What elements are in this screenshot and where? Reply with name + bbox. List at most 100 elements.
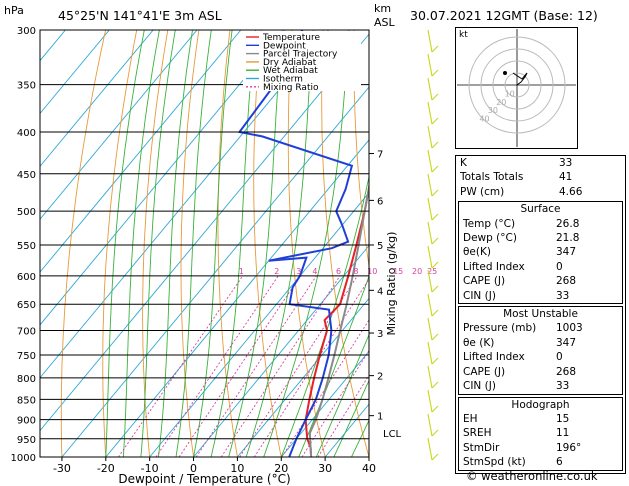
mixing-ratio-line: [195, 275, 317, 457]
wind-barb-flag: [431, 237, 439, 245]
series-dewpoint: [237, 30, 354, 457]
legend-label: Wet Adiabat: [263, 66, 318, 76]
x-tick-label: 20: [274, 462, 288, 475]
pressure-tick-label: 600: [17, 272, 36, 283]
wind-barb-flag: [431, 45, 439, 53]
wind-barb-flag: [431, 405, 439, 413]
wind-barb: [427, 53, 433, 77]
wet-adiabat-line: [351, 419, 369, 457]
wind-barb: [427, 341, 433, 365]
isotherm-line: [40, 30, 154, 168]
mixing-ratio-label: 10: [367, 267, 377, 276]
pressure-tick-label: 450: [17, 170, 36, 181]
km-tick-label: 3: [377, 329, 383, 340]
x-tick-label: -10: [141, 462, 159, 475]
isotherm-line: [40, 30, 110, 115]
wind-barb-flag: [431, 453, 439, 461]
x-tick-label: -30: [53, 462, 71, 475]
pressure-tick-label: 500: [17, 207, 36, 218]
pressure-tick-label: 850: [17, 395, 36, 406]
legend-background: [243, 31, 361, 91]
footer-credit: © weatheronline.co.uk: [466, 469, 598, 483]
hodograph-ring-label: 30: [488, 106, 498, 115]
mixing-ratio-line: [178, 275, 301, 457]
most-unstable-section: Most Unstable Pressure (mb) 1003 θe (K) 34…: [458, 306, 623, 395]
wet-adiabat-line: [333, 379, 369, 457]
wet-adiabat-line: [122, 30, 160, 457]
index-row: PW (cm) 4.66: [460, 185, 583, 198]
wind-barb-flag: [431, 213, 439, 221]
wind-barb-flag: [431, 309, 439, 317]
wind-barb-flag: [431, 357, 439, 365]
hodograph-ring: [468, 36, 566, 134]
isotherm-line: [149, 192, 369, 457]
wind-barb-flag: [431, 261, 439, 269]
hodograph-frame: [455, 27, 578, 149]
km-tick-label: 6: [377, 196, 383, 207]
mixing-ratio-label: 8: [353, 267, 358, 276]
wind-barb-flag: [431, 189, 439, 197]
hodograph-trace: [512, 72, 528, 86]
wind-barb-flag: [431, 69, 439, 77]
wind-barb-flag: [431, 429, 439, 437]
mixing-ratio-axis-label: Mixing Ratio (g/kg): [385, 232, 398, 336]
pressure-tick-label: 1000: [11, 453, 36, 464]
surface-section: Surface Temp (°C) 26.8 Dewp (°C) 21.8 θe(K…: [458, 201, 623, 305]
isotherm-line: [40, 30, 286, 326]
x-tick-label: 10: [230, 462, 244, 475]
wind-barb: [427, 269, 433, 293]
isotherm-line: [40, 30, 198, 220]
hodograph-ring: [480, 48, 554, 122]
x-tick-label: 0: [190, 462, 197, 475]
km-tick-label: 1: [377, 412, 383, 423]
hodograph-ring: [492, 60, 542, 110]
wind-barb-flag: [431, 165, 439, 173]
plot-frame: [39, 29, 370, 458]
pressure-tick-label: 650: [17, 300, 36, 311]
wind-barb: [427, 77, 433, 101]
pressure-tick-label: 400: [17, 128, 36, 139]
km-tick-label: 2: [377, 372, 383, 383]
dry-adiabat-line: [353, 30, 369, 269]
pressure-tick-label: 900: [17, 416, 36, 427]
x-axis-label: Dewpoint / Temperature (°C): [118, 472, 290, 486]
hodograph-ring-label: 10: [505, 89, 515, 98]
legend-label: Isotherm: [263, 75, 303, 85]
wind-barb: [427, 437, 433, 461]
wind-barb-flag: [431, 285, 439, 293]
wind-barb: [427, 413, 433, 437]
isotherm-line: [193, 244, 369, 457]
wind-barb: [427, 101, 433, 125]
series-temperature: [304, 182, 369, 457]
location-title: 45°25'N 141°41'E 3m ASL: [58, 8, 222, 23]
isotherm-line: [40, 33, 369, 432]
legend-label: Mixing Ratio: [263, 83, 319, 93]
dry-adiabat-line: [217, 30, 238, 457]
lcl-label: LCL: [383, 429, 402, 440]
most-unstable-title: Most Unstable: [503, 308, 578, 321]
wind-barb-flag: [431, 141, 439, 149]
indices-panel: K 33 Totals Totals 41 PW (cm) 4.66 Surface …: [455, 155, 626, 474]
legend-label: Dewpoint: [263, 41, 306, 51]
pressure-tick-label: 700: [17, 327, 36, 338]
mixing-ratio-label: 6: [336, 267, 341, 276]
index-row: Totals Totals 41: [460, 171, 573, 184]
wet-adiabat-line: [263, 30, 350, 457]
pressure-tick-label: 750: [17, 351, 36, 362]
dry-adiabat-line: [417, 30, 456, 457]
hodograph-indices-title: Hodograph: [511, 398, 570, 411]
pressure-tick-label: 350: [17, 81, 36, 92]
wind-barb-flag: [431, 93, 439, 101]
mixing-ratio-label: 25: [427, 267, 437, 276]
wet-adiabat-line: [315, 333, 369, 457]
x-tick-label: 40: [362, 462, 376, 475]
datetime-title: 30.07.2021 12GMT (Base: 12): [410, 8, 598, 23]
isotherm-line: [280, 350, 369, 457]
wind-barb: [427, 221, 433, 245]
legend-label: Temperature: [262, 33, 320, 43]
wind-barb: [427, 197, 433, 221]
skew-t-chart: 1 2 3 4 6 8 10 15 20 2530035040045050055060065070…: [11, 26, 456, 486]
wind-barb: [427, 173, 433, 197]
km-tick-label: 5: [377, 241, 383, 252]
